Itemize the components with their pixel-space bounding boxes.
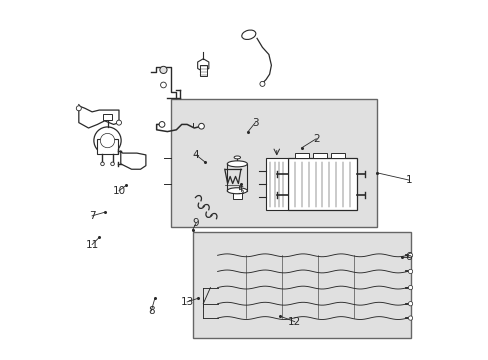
Bar [103, 114, 112, 120]
Circle shape [407, 285, 412, 290]
Ellipse shape [241, 30, 255, 40]
Bar [294, 153, 308, 158]
Circle shape [407, 269, 412, 274]
Circle shape [198, 123, 204, 129]
Ellipse shape [227, 188, 247, 194]
Ellipse shape [234, 156, 240, 159]
Bar [233, 193, 241, 199]
Text: 6: 6 [405, 252, 411, 262]
Text: 3: 3 [251, 118, 258, 128]
Ellipse shape [227, 161, 247, 167]
Circle shape [110, 162, 114, 166]
Text: 11: 11 [85, 239, 99, 249]
Circle shape [160, 82, 166, 88]
Circle shape [407, 316, 412, 320]
Bar [330, 153, 344, 158]
Circle shape [160, 66, 167, 73]
Circle shape [407, 253, 412, 257]
Bar [199, 64, 206, 76]
Text: 13: 13 [180, 297, 193, 307]
Circle shape [100, 134, 115, 148]
Text: 7: 7 [89, 211, 95, 221]
Text: 5: 5 [237, 186, 244, 196]
Bar [171, 99, 376, 226]
Text: 12: 12 [287, 317, 301, 327]
Text: 8: 8 [148, 306, 154, 316]
Bar [97, 139, 117, 154]
Circle shape [407, 302, 412, 306]
Text: 9: 9 [192, 218, 199, 228]
Circle shape [159, 122, 164, 127]
Bar [287, 158, 357, 211]
Circle shape [94, 127, 121, 154]
Text: 1: 1 [405, 175, 411, 185]
Text: 10: 10 [112, 186, 125, 196]
Circle shape [260, 81, 264, 86]
Bar [265, 158, 287, 211]
Polygon shape [197, 59, 208, 72]
Circle shape [116, 120, 121, 125]
Bar [312, 153, 326, 158]
Text: 2: 2 [312, 134, 319, 144]
Text: 4: 4 [192, 150, 199, 160]
Circle shape [101, 162, 104, 166]
Circle shape [76, 106, 81, 111]
Bar [192, 232, 410, 338]
